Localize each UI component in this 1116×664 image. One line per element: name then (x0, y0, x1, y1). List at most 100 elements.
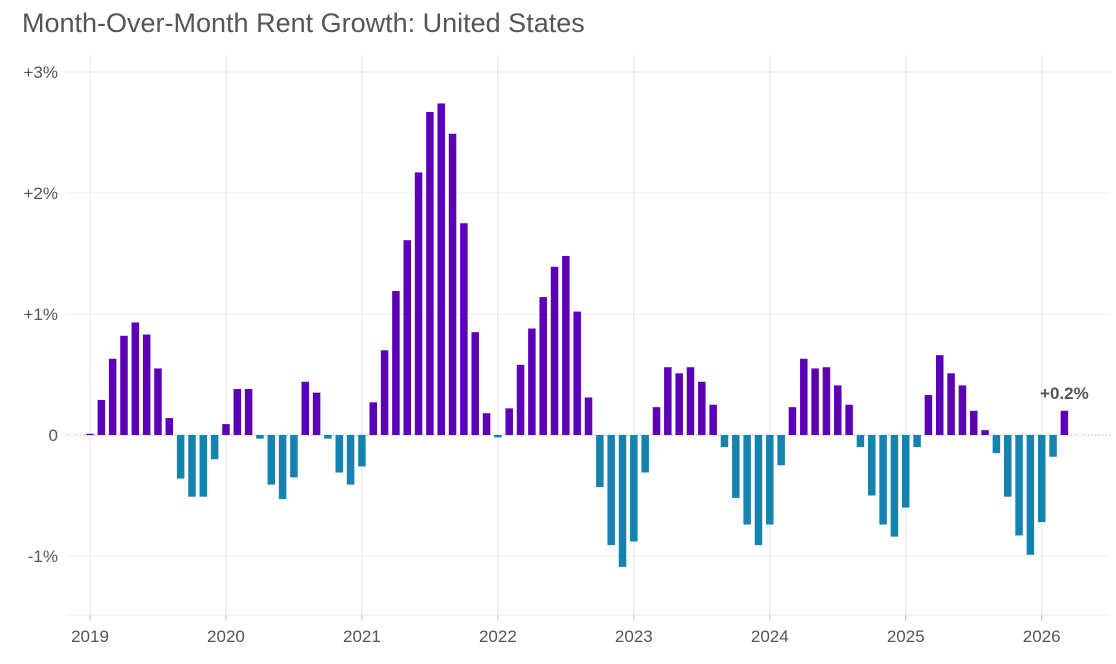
bar (686, 367, 695, 435)
y-tick-label: 0 (49, 426, 58, 445)
bar (176, 435, 185, 479)
bar (482, 413, 491, 435)
bar (1003, 435, 1012, 497)
bar (788, 407, 797, 435)
labels-layer: +3% +2% +1% 0 -1% 2019 2020 2021 2022 2023 2024 202… (24, 63, 1089, 646)
bar (834, 385, 842, 435)
bar (426, 111, 434, 436)
bar (1049, 435, 1057, 457)
bar (256, 435, 264, 439)
bar (142, 334, 151, 435)
bar (505, 408, 513, 435)
bar (709, 404, 717, 435)
bar (210, 435, 219, 460)
y-tick-label: +1% (24, 305, 59, 324)
bar (981, 430, 989, 435)
bar (890, 435, 899, 537)
bar (766, 435, 774, 525)
bar (732, 435, 740, 498)
x-tick-label: 2026 (1023, 627, 1061, 646)
y-tick-label: +3% (24, 63, 59, 82)
bar (969, 410, 978, 435)
y-tick-label: -1% (28, 547, 58, 566)
grid-layer (66, 55, 1110, 621)
bar (630, 435, 638, 542)
x-tick-label: 2023 (615, 627, 653, 646)
bar (494, 435, 502, 438)
bar (652, 407, 661, 435)
bar (267, 435, 276, 485)
bar (811, 368, 819, 435)
x-tick-label: 2021 (343, 627, 381, 646)
bar (641, 435, 649, 473)
bar (471, 332, 479, 435)
bar (1015, 435, 1023, 536)
bar (1060, 410, 1069, 435)
bar (845, 404, 853, 435)
x-tick-label: 2022 (479, 627, 517, 646)
y-tick-label: +2% (24, 184, 59, 203)
bar (335, 435, 344, 473)
bar (188, 435, 196, 497)
bar (1026, 435, 1035, 555)
bar (868, 435, 876, 496)
bar (131, 322, 140, 435)
bar (822, 367, 831, 435)
bar (902, 435, 910, 508)
bar (165, 418, 174, 435)
bar (460, 223, 468, 435)
bar (290, 435, 298, 478)
bar (437, 103, 445, 436)
bar (97, 399, 106, 435)
bar (958, 385, 967, 435)
bar (754, 435, 763, 546)
bar (278, 435, 287, 500)
x-tick-label: 2019 (71, 627, 109, 646)
bar (244, 389, 253, 435)
bar (777, 435, 785, 466)
bar (856, 435, 865, 448)
bar (312, 392, 321, 435)
bar (154, 368, 162, 435)
bar (108, 358, 117, 435)
bar (936, 355, 944, 435)
bar (947, 373, 955, 435)
bar (607, 435, 615, 546)
bar (584, 397, 593, 435)
bar (380, 350, 389, 435)
bar (222, 424, 230, 435)
last-value-annotation: +0.2% (1040, 384, 1089, 403)
bar (233, 389, 242, 435)
chart-title: Month-Over-Month Rent Growth: United Sta… (22, 8, 585, 38)
bar (448, 133, 457, 435)
bar (1037, 435, 1046, 523)
bar (879, 435, 887, 525)
bar (573, 311, 581, 435)
bar (358, 435, 366, 467)
bar (528, 328, 536, 435)
x-tick-label: 2024 (751, 627, 789, 646)
bar (596, 435, 604, 488)
x-tick-label: 2020 (207, 627, 245, 646)
bar (992, 435, 1001, 454)
bar (199, 435, 208, 497)
x-tick-label: 2025 (887, 627, 925, 646)
bar (675, 373, 683, 435)
bar (86, 433, 94, 435)
bar (800, 358, 808, 435)
bars-layer (86, 103, 1069, 567)
bar (301, 381, 310, 435)
bar (924, 395, 933, 435)
bar (120, 335, 128, 435)
bar (720, 435, 729, 448)
bar (324, 435, 332, 439)
bar (346, 435, 355, 485)
bar (743, 435, 751, 525)
bar (550, 266, 559, 435)
bar (414, 172, 423, 435)
bar (392, 291, 400, 435)
bar (516, 364, 525, 435)
bar (913, 435, 921, 448)
bar (618, 435, 627, 567)
